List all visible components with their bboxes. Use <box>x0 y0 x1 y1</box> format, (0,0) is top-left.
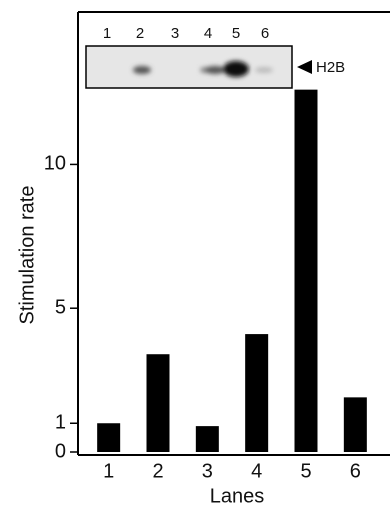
gel-inset: H2B <box>86 46 345 88</box>
chart: Stimulation rate Lanes H2B 0 1 5 10 1 2 3 4 5 6 1 2… <box>0 0 390 511</box>
x-tick-label: 1 <box>103 460 114 482</box>
bar <box>147 354 170 452</box>
gel-band <box>223 61 249 77</box>
y-tick-label: 0 <box>55 440 66 462</box>
y-axis-label: Stimulation rate <box>16 186 38 325</box>
gel-lane-label: 6 <box>261 25 269 42</box>
x-tick-label: 5 <box>300 460 311 482</box>
x-tick-label: 4 <box>251 460 262 482</box>
bar <box>245 334 268 452</box>
y-tick-label: 1 <box>55 412 66 434</box>
gel-lane-label: 4 <box>204 25 212 42</box>
gel-band <box>133 66 151 74</box>
bar <box>196 426 219 452</box>
gel-band <box>205 66 225 74</box>
y-tick-label: 5 <box>55 296 66 318</box>
gel-lane-label: 3 <box>171 25 179 42</box>
gel-arrow <box>297 60 312 74</box>
gel-lane-label: 2 <box>136 25 144 42</box>
gel-label: H2B <box>316 59 345 76</box>
gel-band <box>255 67 273 73</box>
x-tick-label: 6 <box>350 460 361 482</box>
gel-lane-label: 1 <box>103 25 111 42</box>
gel-frame <box>86 46 292 88</box>
bar <box>344 397 367 452</box>
y-tick-label: 10 <box>44 153 66 175</box>
bar <box>97 423 120 452</box>
bar <box>295 90 318 452</box>
gel-lane-label: 5 <box>232 25 240 42</box>
x-tick-label: 2 <box>152 460 163 482</box>
x-axis-label: Lanes <box>210 485 265 507</box>
x-tick-label: 3 <box>202 460 213 482</box>
